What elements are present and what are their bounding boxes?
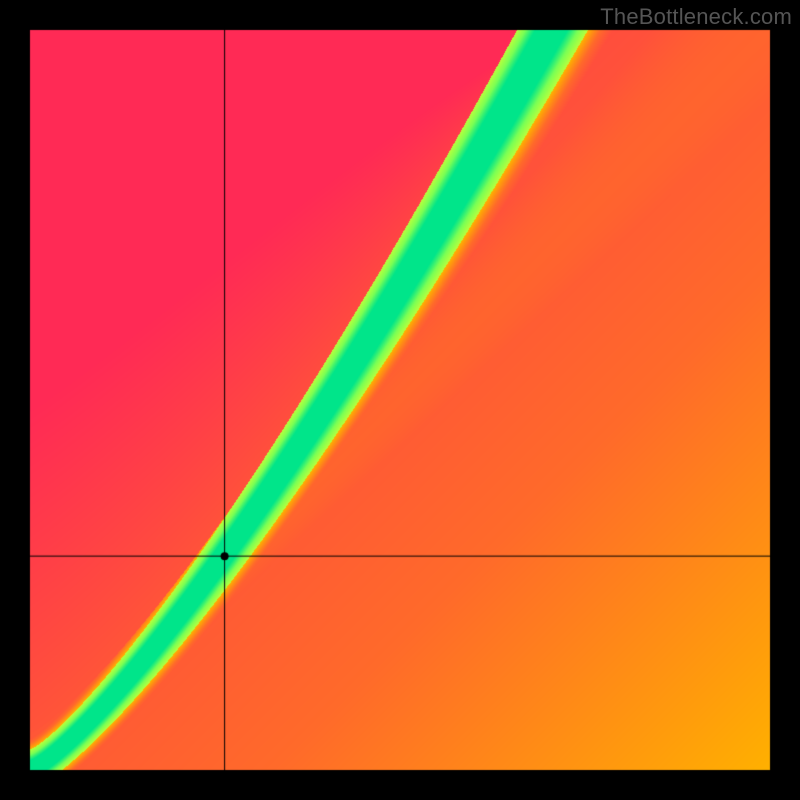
- watermark-text: TheBottleneck.com: [600, 4, 792, 30]
- heatmap-canvas: [0, 0, 800, 800]
- chart-container: TheBottleneck.com: [0, 0, 800, 800]
